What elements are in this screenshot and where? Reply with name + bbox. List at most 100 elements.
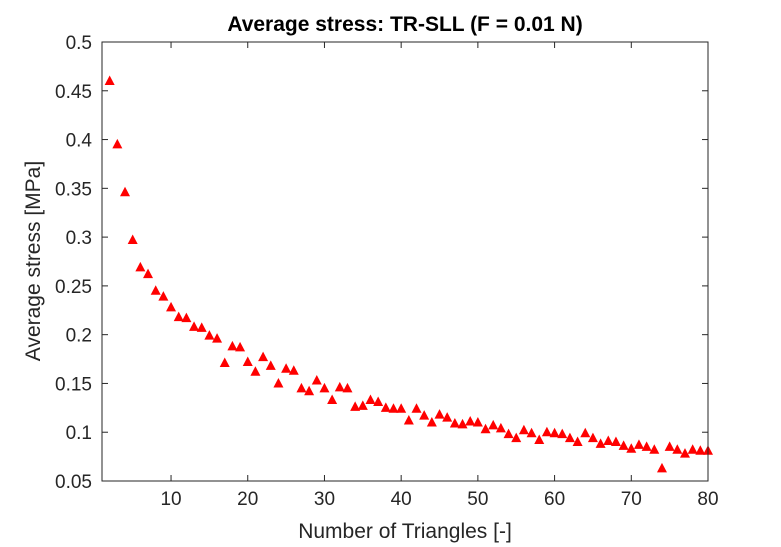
data-point [120,186,131,197]
data-point [595,438,606,448]
data-point [419,410,430,420]
data-point [449,417,460,428]
data-point [150,285,161,295]
data-point [626,443,637,453]
data-point [465,415,476,426]
data-point [434,409,445,419]
data-point [288,365,299,375]
data-point [411,403,422,413]
data-point [503,428,514,439]
data-point [695,445,706,455]
data-point [511,432,522,443]
data-point [472,416,483,427]
data-point [365,394,376,405]
data-point [580,427,591,438]
data-point [350,401,361,411]
x-axis-ticks: 10 20 30 40 50 60 70 80 [160,42,719,510]
data-point [189,321,200,331]
data-point [457,418,468,429]
data-point [687,444,698,454]
data-point [357,400,368,410]
y-tick-label: 0.2 [66,326,92,347]
y-tick-label: 0.35 [55,179,92,200]
x-tick-label: 60 [544,489,565,510]
data-point [173,311,184,322]
data-point [534,434,545,445]
data-point [158,291,169,301]
data-point [334,381,345,392]
data-point [672,444,683,454]
data-point [426,416,437,427]
data-point [518,424,529,435]
y-tick-label: 0.1 [66,423,92,444]
y-tick-label: 0.05 [55,472,92,493]
data-point [212,333,223,343]
y-tick-label: 0.25 [55,277,92,298]
data-point [649,444,660,454]
data-point [204,330,215,340]
data-point [664,441,675,451]
data-point [196,322,207,332]
data-point [327,394,338,405]
data-point [618,440,629,450]
data-point [273,377,284,388]
data-point [135,261,146,272]
data-point [633,439,644,449]
data-point [304,385,315,396]
y-tick-label: 0.15 [55,374,92,395]
data-markers [104,75,713,473]
data-point [572,436,583,446]
data-point [480,423,491,434]
y-axis-label: Average stress [MPa] [22,161,45,361]
data-point [526,427,537,438]
plot-background [102,42,708,481]
data-point [603,435,614,446]
x-tick-label: 10 [160,489,181,510]
y-tick-label: 0.45 [55,82,92,103]
data-point [495,422,506,433]
data-point [549,427,560,438]
data-point [242,356,253,366]
x-tick-label: 40 [391,489,412,510]
data-point [641,441,652,451]
data-point [403,415,414,425]
data-point [488,419,499,430]
data-point [112,138,123,149]
data-point [143,268,154,279]
data-point [265,360,276,370]
data-point [281,363,292,373]
data-point [104,75,115,86]
data-point [557,428,568,439]
data-point [319,382,330,393]
data-point [541,426,552,437]
data-point [656,462,667,473]
x-tick-label: 70 [621,489,642,510]
x-tick-label: 30 [314,489,335,510]
data-point [181,312,192,323]
y-tick-label: 0.3 [66,228,92,249]
axes-box [101,41,709,482]
data-point [564,432,575,443]
data-point [127,234,138,245]
x-axis-label: Number of Triangles [-] [298,520,512,543]
data-point [258,351,269,362]
x-tick-label: 20 [237,489,258,510]
x-tick-label: 50 [467,489,488,510]
data-point [442,412,453,422]
x-tick-label: 80 [697,489,718,510]
data-point [396,403,407,413]
data-point [235,341,246,352]
data-point [166,301,177,312]
data-point [219,357,230,367]
data-point [388,403,399,413]
data-point [296,382,307,393]
data-point [610,436,621,446]
data-point [380,402,391,412]
data-point [227,340,238,351]
y-tick-label: 0.5 [66,33,92,54]
data-point [587,432,598,443]
chart-title: Average stress: TR-SLL (F = 0.01 N) [227,13,582,36]
y-tick-label: 0.4 [66,131,93,152]
